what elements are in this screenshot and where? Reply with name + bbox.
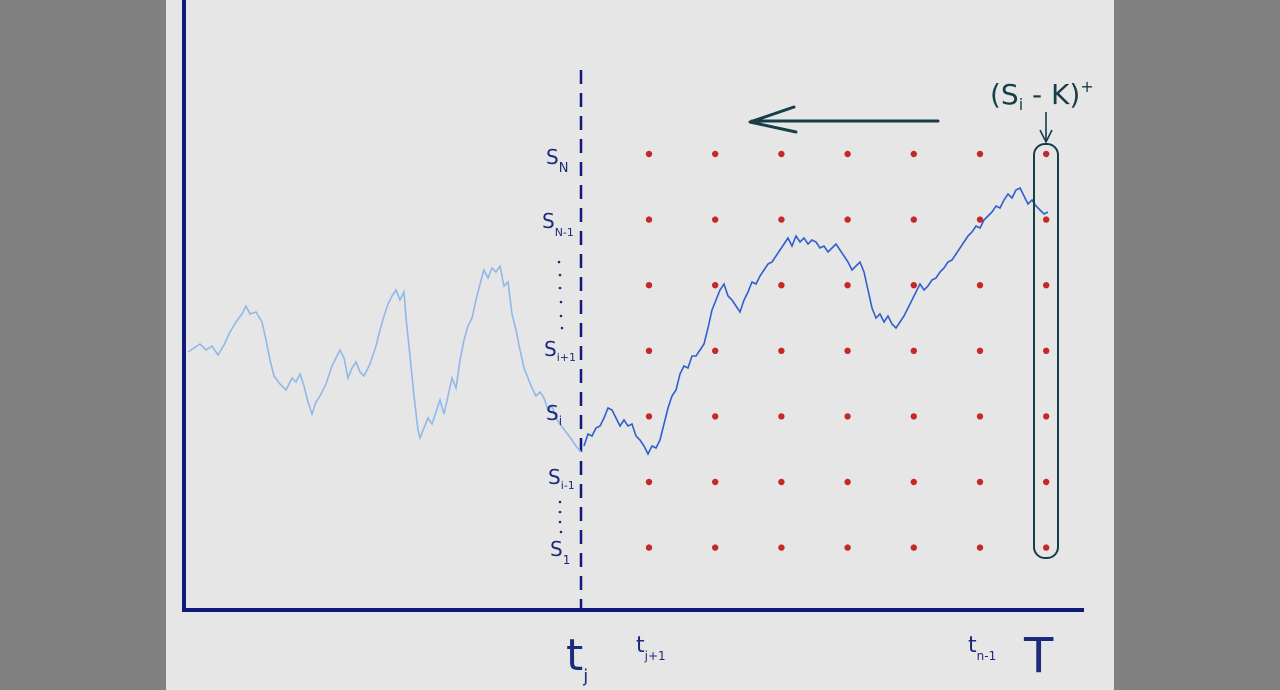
grid-point	[712, 216, 719, 223]
grid-point	[645, 544, 653, 551]
grid-point	[844, 544, 851, 551]
grid-point	[778, 150, 785, 158]
grid-point	[778, 413, 785, 420]
grid-point	[712, 282, 719, 289]
backward-arrow-head	[748, 105, 798, 134]
grid-point	[910, 216, 917, 223]
grid-point	[1043, 216, 1050, 223]
grid-point	[976, 347, 984, 354]
grid-point	[778, 544, 785, 551]
grid-point	[645, 478, 653, 486]
grid-point	[844, 150, 851, 158]
grid-point	[1043, 347, 1050, 354]
grid-point	[976, 150, 984, 158]
grid-point	[1043, 478, 1050, 486]
grid-point	[844, 413, 851, 420]
grid-point	[1043, 150, 1050, 158]
grid-point	[778, 282, 785, 289]
grid-point	[844, 216, 851, 223]
label-s-1: S1	[550, 537, 570, 567]
grid-point	[645, 282, 653, 289]
label-s-n: SN	[546, 145, 568, 176]
upper-vertical-ellipsis	[557, 260, 564, 330]
grid-point	[844, 282, 851, 289]
grid-point	[645, 413, 653, 420]
label-T: T	[1023, 628, 1054, 684]
grid-point	[910, 544, 917, 551]
paper-background	[166, 0, 1114, 690]
grid-point	[778, 347, 785, 354]
grid-point	[976, 413, 984, 420]
grid-point	[645, 216, 653, 223]
label-s-i-minus-1: Si-1	[548, 465, 575, 492]
grid-point	[712, 544, 719, 551]
grid-point	[1043, 544, 1050, 551]
terminal-payoff-box	[1033, 143, 1059, 559]
label-s-i-plus-1: Si+1	[544, 337, 576, 364]
grid-point	[778, 216, 785, 223]
label-t-j: tj	[566, 630, 588, 687]
grid-point	[712, 478, 719, 486]
grid-point	[1043, 413, 1050, 420]
label-t-j-plus-1: tj+1	[636, 633, 666, 663]
grid-point	[844, 478, 851, 486]
grid-point	[844, 347, 851, 354]
grid-point	[976, 478, 984, 486]
lower-vertical-ellipsis	[558, 500, 563, 534]
grid-point	[645, 150, 653, 158]
grid-point	[1043, 282, 1050, 289]
payoff-pointer-head	[1039, 129, 1053, 144]
grid-point	[712, 347, 719, 354]
past-price-path	[187, 263, 582, 453]
label-t-n-minus-1: tn-1	[968, 633, 996, 663]
label-s-i: Si	[546, 401, 562, 428]
grid-point	[910, 150, 917, 158]
grid-point	[778, 478, 785, 486]
label-s-n-minus-1: SN-1	[542, 209, 574, 239]
grid-point	[712, 150, 719, 158]
grid-point	[712, 413, 719, 420]
grid-points	[645, 150, 1050, 551]
grid-point	[910, 478, 917, 486]
grid-point	[910, 413, 917, 420]
grid-point	[976, 544, 984, 551]
grid-point	[645, 347, 653, 354]
future-price-path	[583, 186, 1049, 456]
grid-point	[976, 216, 984, 223]
payoff-label: (Si - K)+	[990, 77, 1094, 114]
grid-point	[976, 282, 984, 289]
grid-point	[910, 347, 917, 354]
grid-point	[910, 282, 917, 289]
